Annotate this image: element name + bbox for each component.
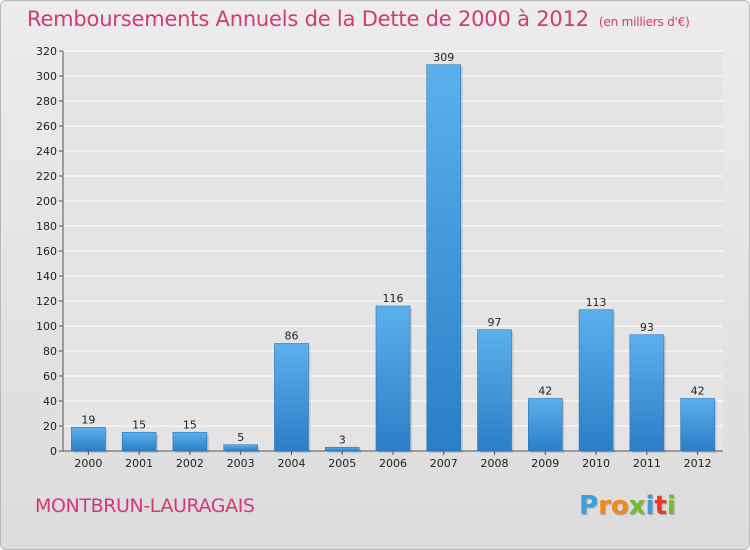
logo-letter: i bbox=[666, 491, 676, 521]
logo-letter: r bbox=[598, 491, 611, 521]
y-tick-label: 160 bbox=[36, 245, 57, 258]
bar-2012 bbox=[680, 398, 715, 452]
x-tick-label: 2010 bbox=[582, 457, 610, 470]
y-tick-label: 280 bbox=[36, 95, 57, 108]
y-tick-label: 220 bbox=[36, 170, 57, 183]
y-tick-label: 40 bbox=[43, 395, 57, 408]
logo-letter: P bbox=[579, 491, 599, 521]
bar-2005 bbox=[324, 446, 360, 452]
x-tick-label: 2007 bbox=[430, 457, 458, 470]
y-tick-label: 260 bbox=[36, 120, 57, 133]
proxiti-logo: Proxiti bbox=[579, 491, 676, 521]
chart-unit: (en milliers d'€) bbox=[598, 15, 690, 29]
x-tick-label: 2009 bbox=[531, 457, 559, 470]
y-tick-label: 60 bbox=[43, 370, 57, 383]
x-tick-label: 2006 bbox=[379, 457, 407, 470]
y-tick-label: 120 bbox=[36, 295, 57, 308]
bar-2000 bbox=[71, 426, 106, 452]
data-label: 86 bbox=[284, 330, 298, 343]
bar-2001 bbox=[121, 431, 157, 452]
chart-title: Remboursements Annuels de la Dette de 20… bbox=[27, 7, 690, 31]
x-tick-label: 2004 bbox=[277, 457, 305, 470]
data-label: 5 bbox=[237, 431, 244, 444]
y-tick-label: 100 bbox=[36, 320, 57, 333]
data-label: 3 bbox=[339, 433, 346, 446]
x-tick-label: 2003 bbox=[227, 457, 255, 470]
y-tick-label: 300 bbox=[36, 70, 57, 83]
y-tick-label: 80 bbox=[43, 345, 57, 358]
data-label: 116 bbox=[383, 292, 404, 305]
y-tick-label: 0 bbox=[50, 445, 57, 458]
data-label: 19 bbox=[81, 413, 95, 426]
bar-2008 bbox=[477, 329, 512, 452]
logo-letter: x bbox=[628, 491, 646, 521]
data-label: 15 bbox=[183, 418, 197, 431]
bar-2003 bbox=[223, 444, 258, 452]
y-tick-label: 240 bbox=[36, 145, 57, 158]
logo-letter: o bbox=[610, 491, 629, 521]
bar-2004 bbox=[274, 343, 309, 452]
x-tick-label: 2002 bbox=[176, 457, 204, 470]
data-label: 15 bbox=[132, 418, 146, 431]
commune-name: MONTBRUN-LAURAGAIS bbox=[35, 495, 255, 517]
x-tick-label: 2000 bbox=[74, 457, 102, 470]
data-label: 309 bbox=[433, 51, 454, 64]
bar-2010 bbox=[578, 309, 614, 452]
chart-title-text: Remboursements Annuels de la Dette de 20… bbox=[27, 7, 589, 31]
data-label: 113 bbox=[586, 296, 607, 309]
y-tick-label: 320 bbox=[36, 45, 57, 58]
bar-2006 bbox=[375, 305, 411, 452]
y-tick-label: 180 bbox=[36, 220, 57, 233]
x-tick-label: 2001 bbox=[125, 457, 153, 470]
y-tick-label: 20 bbox=[43, 420, 57, 433]
x-tick-label: 2011 bbox=[633, 457, 661, 470]
x-tick-label: 2008 bbox=[481, 457, 509, 470]
bar-2009 bbox=[528, 398, 563, 452]
y-tick-label: 200 bbox=[36, 195, 57, 208]
data-label: 97 bbox=[488, 316, 502, 329]
bar-2002 bbox=[172, 431, 208, 452]
x-tick-label: 2005 bbox=[328, 457, 356, 470]
logo-letter: t bbox=[654, 491, 667, 521]
bar-2011 bbox=[629, 334, 665, 452]
x-tick-label: 2012 bbox=[684, 457, 712, 470]
data-label: 93 bbox=[640, 321, 654, 334]
bar-2007 bbox=[426, 64, 462, 452]
data-label: 42 bbox=[691, 385, 705, 398]
data-label: 42 bbox=[538, 385, 552, 398]
logo-letter: i bbox=[645, 491, 655, 521]
y-tick-label: 140 bbox=[36, 270, 57, 283]
